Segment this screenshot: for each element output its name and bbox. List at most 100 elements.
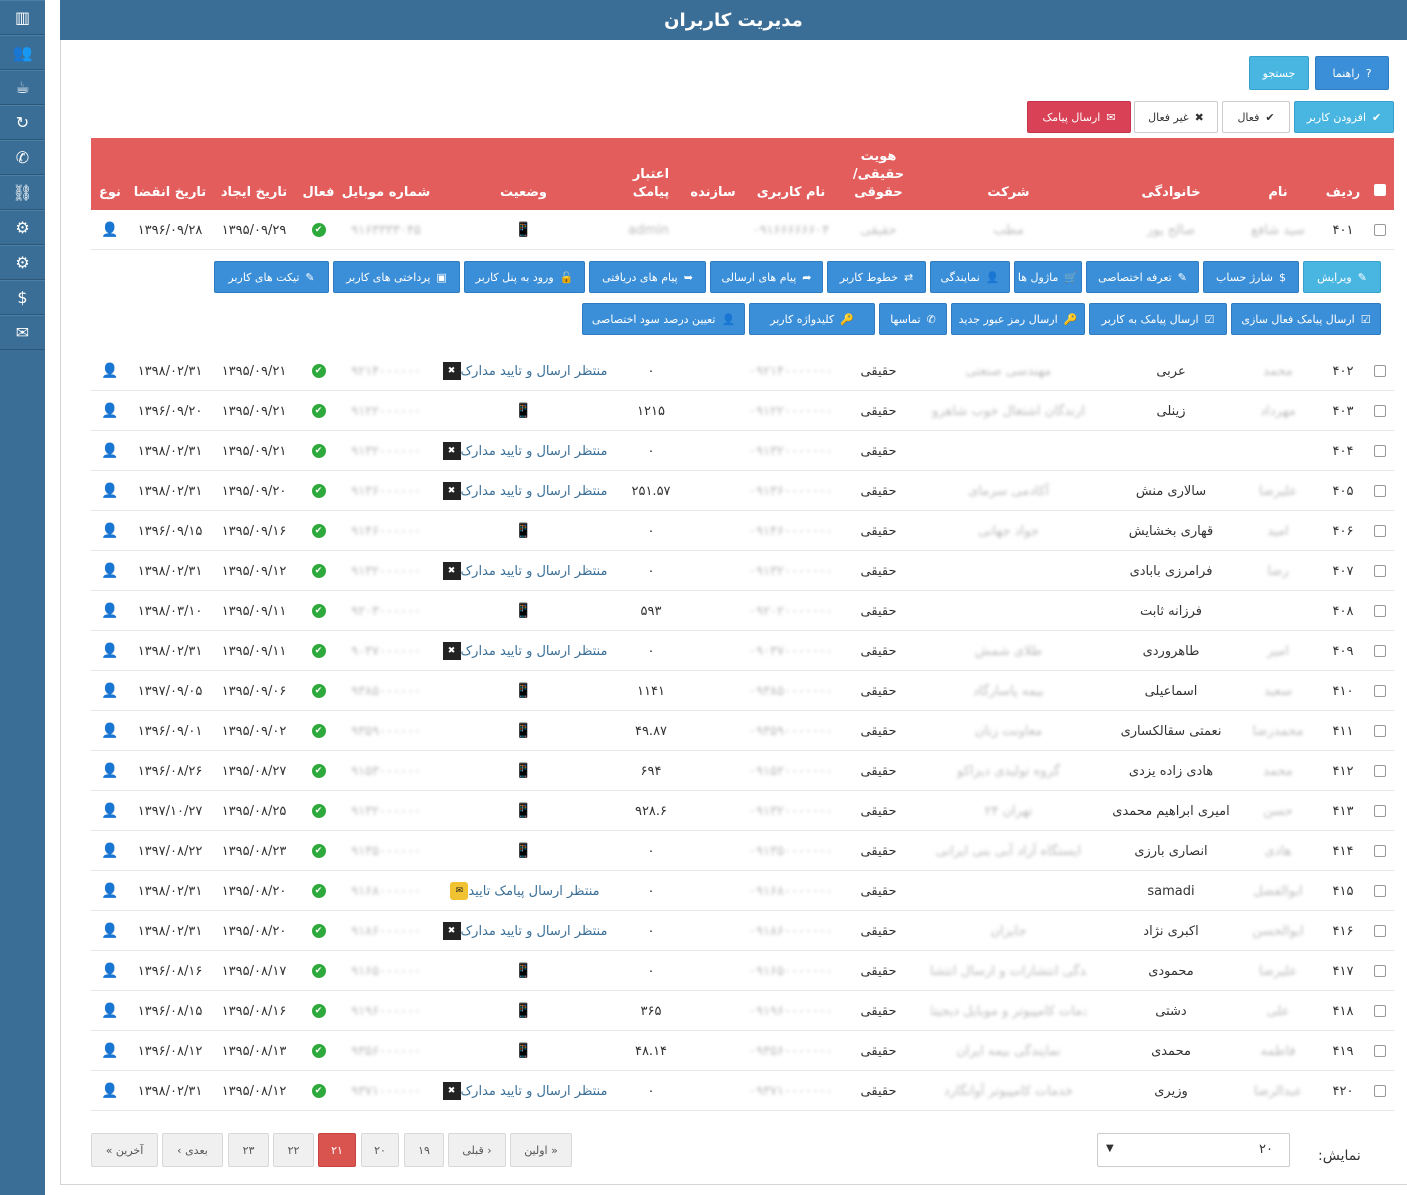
table-row[interactable]: ۴۰۴ حقیقی ۰۹۱۳۲۰۰۰۰۰۰۰ ۰ منتظر ارسال و تایید… [91, 431, 1394, 471]
status[interactable]: منتظر ارسال و تایید مدارک ✖ [431, 351, 616, 391]
col-creator[interactable]: سازنده [690, 185, 736, 200]
page-p22-button[interactable]: ۲۲ [273, 1133, 314, 1167]
row-checkbox[interactable] [1369, 831, 1391, 871]
col-created[interactable]: تاریخ ایجاد [220, 185, 288, 200]
row-checkbox[interactable] [1369, 791, 1391, 831]
page-p21-button[interactable]: ۲۱ [318, 1133, 356, 1167]
row-checkbox[interactable] [1369, 391, 1391, 431]
table-row[interactable]: ۴۰۹ امیر طاهروردی طلای شمش حقیقی ۰۹۰۳۷۰۰۰۰۰۰۰… [91, 631, 1394, 671]
table-row[interactable]: ۴۱۸ علی دشتی خدمات کامپیوتر و موبایل دیجیتا… [91, 991, 1394, 1031]
table-row[interactable]: ۴۱۲ محمد هادی زاده یزدی گروه تولیدی دیزاکو ح… [91, 751, 1394, 791]
status-link[interactable]: منتظر ارسال پیامک تایید [468, 883, 600, 899]
active-filter-button[interactable]: ✔ فعال [1222, 101, 1290, 133]
table-row[interactable]: ۴۱۷ علیرضا محمودی نمایندگی انتشارات و ارسال… [91, 951, 1394, 991]
status-link[interactable]: منتظر ارسال و تایید مدارک [460, 483, 608, 499]
row-checkbox[interactable] [1369, 711, 1391, 751]
col-identity[interactable]: هویت حقیقی/ حقوقی [852, 149, 905, 200]
status-link[interactable]: منتظر ارسال و تایید مدارک [460, 643, 608, 659]
sidebar-item-users[interactable]: 👥 [0, 35, 45, 70]
action-button[interactable]: ☑ ارسال پیامک به کاربر [1089, 303, 1227, 335]
col-active[interactable]: فعال [302, 185, 335, 200]
action-button[interactable]: ✎ تیکت های کاربر [214, 261, 329, 293]
row-checkbox[interactable] [1369, 431, 1391, 471]
sidebar-item-envelope[interactable]: ✉ [0, 315, 45, 350]
col-expires[interactable]: تاریخ انقضا [133, 185, 207, 200]
row-checkbox[interactable] [1369, 471, 1391, 511]
col-family[interactable]: خانوادگی [1141, 185, 1201, 200]
row-checkbox[interactable] [1369, 951, 1391, 991]
col-type[interactable]: نوع [99, 185, 121, 200]
action-button[interactable]: ▣ پرداختی های کاربر [333, 261, 460, 293]
status-link[interactable]: منتظر ارسال و تایید مدارک [460, 563, 608, 579]
search-button[interactable]: جستجو [1249, 56, 1309, 90]
action-button[interactable]: ➥ پیام های دریافتی [589, 261, 706, 293]
status-link[interactable]: منتظر ارسال و تایید مدارک [460, 1083, 608, 1099]
sidebar-item-link[interactable]: ⛓ [0, 175, 45, 210]
col-name[interactable]: نام [1268, 185, 1288, 200]
status[interactable]: منتظر ارسال و تایید مدارک ✖ [431, 551, 616, 591]
table-row[interactable]: ۴۱۹ فاطمه محمدی نمایندگی بیمه ایران حقیقی ۰۹۳… [91, 1031, 1394, 1071]
col-credit[interactable]: اعتبار پیامک [632, 167, 670, 200]
row-checkbox[interactable] [1369, 991, 1391, 1031]
table-row[interactable]: ۴۱۰ سعید اسماعیلی بیمه پاسارگاد حقیقی ۰۹۳۸۵۰۰… [91, 671, 1394, 711]
status[interactable]: منتظر ارسال پیامک تایید ✉ [431, 871, 616, 911]
status[interactable]: منتظر ارسال و تایید مدارک ✖ [431, 471, 616, 511]
status-link[interactable]: منتظر ارسال و تایید مدارک [460, 443, 608, 459]
action-button[interactable]: ✎ ویرایش [1303, 261, 1381, 293]
page-next-button[interactable]: بعدی › [162, 1133, 223, 1167]
page-p19-button[interactable]: ۱۹ [404, 1133, 444, 1167]
sidebar-item-chart[interactable]: ▥ [0, 0, 45, 35]
page-last-button[interactable]: آخرین » [91, 1133, 158, 1167]
row-checkbox[interactable] [1369, 511, 1391, 551]
action-button[interactable]: 🔑 ارسال رمز عبور جدید [951, 303, 1085, 335]
status[interactable]: منتظر ارسال و تایید مدارک ✖ [431, 631, 616, 671]
row-checkbox[interactable] [1369, 1031, 1391, 1071]
table-row[interactable]: ۴۱۶ ابوالحسن اکبری نژاد جایزان حقیقی ۰۹۱۸۶۰۰۰… [91, 911, 1394, 951]
row-checkbox[interactable] [1369, 751, 1391, 791]
row-checkbox[interactable] [1369, 631, 1391, 671]
table-row[interactable]: ۴۰۸ فرزانه ثابت حقیقی ۰۹۲۰۲۰۰۰۰۰۰۰ ۵۹۳ 📱 ۹۲۰۳۰… [91, 591, 1394, 631]
table-row[interactable]: ۴۱۳ حسن امیری ابراهیم محمدی تهران ۲۴ حقیقی ۰۹… [91, 791, 1394, 831]
status[interactable]: منتظر ارسال و تایید مدارک ✖ [431, 431, 616, 471]
row-checkbox[interactable] [1369, 551, 1391, 591]
add-user-button[interactable]: ✔ افزودن کاربر [1294, 101, 1394, 133]
table-row[interactable]: ۴۰۱ سید شافع صالح پور مطب حقیقی ۰۹۱۶۶۶۶۶… [91, 210, 1394, 250]
row-checkbox[interactable] [1369, 591, 1391, 631]
action-button[interactable]: 🔓 ورود به پنل کاربر [464, 261, 585, 293]
table-row[interactable]: ۴۰۵ علیرضا سالاری منش آکادمی سرمای حقیقی ۰۹۱۳… [91, 471, 1394, 511]
sidebar-item-coffee[interactable]: ☕ [0, 70, 45, 105]
status[interactable]: منتظر ارسال و تایید مدارک ✖ [431, 1071, 616, 1111]
sidebar-item-gear[interactable]: ⚙ [0, 245, 45, 280]
action-button[interactable]: 🔑 کلیدواژه کاربر [749, 303, 875, 335]
action-button[interactable]: ✎ تعرفه اختصاصی [1086, 261, 1199, 293]
send-sms-button[interactable]: ✉ ارسال پیامک [1027, 101, 1131, 133]
col-company[interactable]: شرکت [987, 185, 1030, 200]
sidebar-item-cogs[interactable]: ⚙ [0, 210, 45, 245]
col-row[interactable]: ردیف [1325, 185, 1361, 200]
action-button[interactable]: ✆ تماسها [879, 303, 947, 335]
row-checkbox[interactable] [1369, 671, 1391, 711]
action-button[interactable]: 👤 تعیین درصد سود اختصاصی [582, 303, 745, 335]
inactive-filter-button[interactable]: ✖ غیر فعال [1134, 101, 1218, 133]
row-checkbox[interactable] [1369, 1071, 1391, 1111]
sidebar-item-refresh[interactable]: ↻ [0, 105, 45, 140]
table-row[interactable]: ۴۱۵ ابوالفضل samadi حقیقی ۰۹۱۶۸۰۰۰۰۰۰۰ ۰ منتظر… [91, 871, 1394, 911]
status-link[interactable]: منتظر ارسال و تایید مدارک [460, 363, 608, 379]
row-checkbox[interactable] [1369, 351, 1391, 391]
action-button[interactable]: 🛒 ماژول ها [1014, 261, 1082, 293]
table-row[interactable]: ۴۰۲ محمد عربی مهندسی صنعتی حقیقی ۰۹۲۱۴۰۰۰۰۰۰۰… [91, 351, 1394, 391]
action-button[interactable]: $ شارژ حساب [1203, 261, 1299, 293]
sidebar-item-phone[interactable]: ✆ [0, 140, 45, 175]
table-row[interactable]: ۴۱۴ هادی انصاری بارزی ایستگاه آزاد آبی بنی … [91, 831, 1394, 871]
page-p23-button[interactable]: ۲۳ [228, 1133, 269, 1167]
col-status[interactable]: وضعیت [499, 185, 548, 200]
page-size-select[interactable]: ۲۰ ▼ [1097, 1133, 1290, 1167]
status[interactable]: منتظر ارسال و تایید مدارک ✖ [431, 911, 616, 951]
table-row[interactable]: ۴۱۱ محمدرضا نعمتی سقالکساری معاونت زنان حقیق… [91, 711, 1394, 751]
row-checkbox[interactable] [1369, 871, 1391, 911]
select-all-checkbox[interactable] [1374, 184, 1386, 196]
action-button[interactable]: 👤 نمایندگی [930, 261, 1010, 293]
status-link[interactable]: منتظر ارسال و تایید مدارک [460, 923, 608, 939]
action-button[interactable]: ⇄ خطوط کاربر [827, 261, 926, 293]
sidebar-item-dollar[interactable]: $ [0, 280, 45, 315]
